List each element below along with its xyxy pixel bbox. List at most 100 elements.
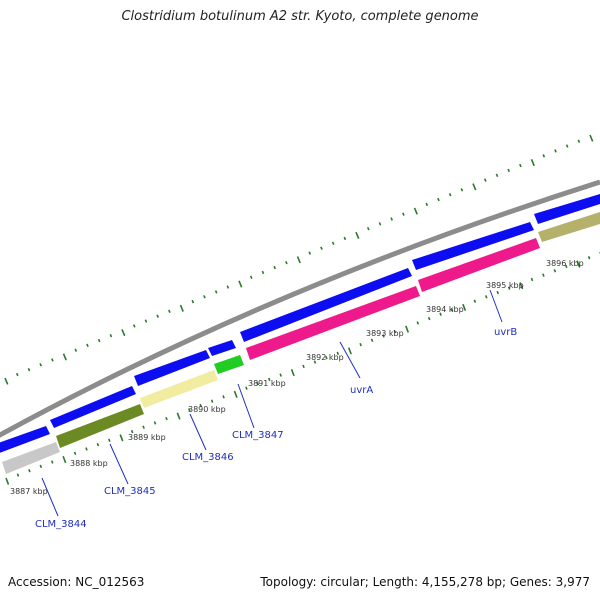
scale-tick bbox=[343, 236, 347, 241]
tick-label: 3887 kbp bbox=[10, 487, 48, 496]
scale-tick bbox=[382, 334, 385, 338]
forward-gene bbox=[240, 268, 412, 342]
gene-label-uvrB: uvrB bbox=[494, 327, 517, 338]
forward-gene bbox=[412, 222, 534, 270]
scale-tick bbox=[62, 353, 67, 361]
tick-label: 3891 kbp bbox=[248, 379, 286, 388]
scale-tick bbox=[142, 425, 145, 429]
scale-tick bbox=[450, 308, 454, 312]
scale-tick bbox=[165, 416, 168, 421]
scale-tick bbox=[245, 386, 248, 390]
scale-tick bbox=[308, 251, 312, 255]
scale-tick bbox=[191, 299, 195, 304]
scale-tick bbox=[405, 325, 410, 333]
scale-tick bbox=[5, 477, 10, 485]
gene-CLM_3847 bbox=[214, 355, 244, 374]
tick-label: 3896 kbp bbox=[546, 259, 584, 268]
tick-label: 3890 kbp bbox=[188, 405, 226, 414]
scale-tick bbox=[121, 329, 126, 337]
scale-tick bbox=[320, 246, 323, 250]
scale-tick bbox=[519, 282, 524, 290]
scale-tick bbox=[413, 207, 418, 215]
scale-tick bbox=[331, 241, 335, 245]
scale-tick bbox=[256, 382, 260, 386]
scale-tick bbox=[4, 377, 9, 385]
scale-tick bbox=[542, 154, 546, 158]
scale-tick bbox=[188, 408, 191, 412]
topology-label: Topology: circular; Length: 4,155,278 bp… bbox=[260, 575, 590, 589]
label-leaders bbox=[41, 289, 503, 517]
scale-tick bbox=[359, 342, 362, 347]
forward-gene bbox=[534, 194, 600, 224]
scale-tick bbox=[296, 256, 301, 264]
scale-tick bbox=[507, 168, 510, 173]
scale-tick bbox=[507, 286, 511, 290]
scale-tick bbox=[73, 451, 77, 456]
scale-tick bbox=[355, 231, 360, 239]
scale-tick bbox=[473, 299, 477, 303]
tick-label: 3889 kbp bbox=[128, 433, 166, 442]
scale-tick bbox=[156, 314, 159, 318]
scale-tick bbox=[576, 260, 581, 268]
scale-tick bbox=[28, 469, 31, 473]
scale-tick bbox=[86, 343, 89, 348]
gene-label-CLM_3844: CLM_3844 bbox=[35, 519, 87, 530]
scale-tick bbox=[519, 163, 522, 168]
scale-tick bbox=[233, 390, 238, 398]
scale-tick bbox=[589, 134, 594, 142]
accession-label: Accession: NC_012563 bbox=[8, 575, 145, 589]
scale-tick bbox=[132, 324, 136, 328]
map-title: Clostridium botulinum A2 str. Kyoto, com… bbox=[121, 9, 479, 24]
scale-tick bbox=[302, 364, 305, 369]
tick-label: 3893 kbp bbox=[366, 329, 404, 338]
scale-tick bbox=[51, 358, 54, 362]
scale-tick bbox=[203, 295, 206, 299]
scale-labels: 3887 kbp 3888 kbp 3889 kbp 3890 kbp 3891… bbox=[10, 259, 584, 496]
scale-tick bbox=[393, 329, 397, 334]
scale-tick bbox=[472, 183, 477, 191]
scale-tick bbox=[176, 412, 181, 420]
scale-tick bbox=[97, 338, 101, 343]
scale-tick bbox=[238, 280, 243, 288]
scale-tick bbox=[542, 273, 545, 277]
tick-label: 3888 kbp bbox=[70, 459, 108, 468]
scale-tick bbox=[402, 212, 405, 216]
scale-tick bbox=[378, 222, 382, 226]
scale-tick bbox=[39, 363, 42, 367]
scale-tick bbox=[222, 395, 225, 399]
scale-tick bbox=[144, 319, 148, 323]
scale-tick bbox=[448, 193, 452, 197]
scale-tick bbox=[16, 473, 20, 477]
inner-tick-track bbox=[5, 252, 600, 485]
scale-tick bbox=[39, 464, 43, 469]
gene-label-CLM_3845: CLM_3845 bbox=[104, 486, 156, 497]
scale-tick bbox=[130, 429, 134, 434]
scale-tick bbox=[530, 277, 534, 282]
scale-tick bbox=[427, 316, 431, 321]
gene-CLM_3844 bbox=[2, 442, 60, 474]
scale-tick bbox=[179, 304, 184, 312]
scale-tick bbox=[530, 158, 535, 167]
scale-tick bbox=[108, 438, 111, 442]
gene-labels: CLM_3844 CLM_3845 CLM_3846 CLM_3847 uvrA… bbox=[35, 327, 517, 530]
gene-CLM_3846 bbox=[140, 370, 218, 408]
scale-tick bbox=[226, 285, 230, 289]
scale-tick bbox=[50, 460, 54, 464]
scale-tick bbox=[554, 149, 557, 153]
scale-tick bbox=[261, 270, 265, 275]
scale-tick bbox=[210, 399, 214, 403]
scale-tick bbox=[347, 347, 352, 355]
scale-tick bbox=[553, 269, 557, 273]
forward-gene bbox=[0, 426, 50, 453]
outer-tick-track bbox=[4, 134, 594, 385]
tick-label: 3894 kbp bbox=[426, 305, 464, 314]
scale-tick bbox=[565, 144, 569, 148]
forward-gene bbox=[208, 340, 236, 356]
scale-tick bbox=[119, 434, 124, 442]
scale-tick bbox=[15, 372, 19, 377]
gene-uvrA bbox=[246, 286, 420, 360]
scale-tick bbox=[85, 447, 88, 451]
scale-tick bbox=[439, 312, 442, 316]
scale-tick bbox=[390, 217, 393, 221]
